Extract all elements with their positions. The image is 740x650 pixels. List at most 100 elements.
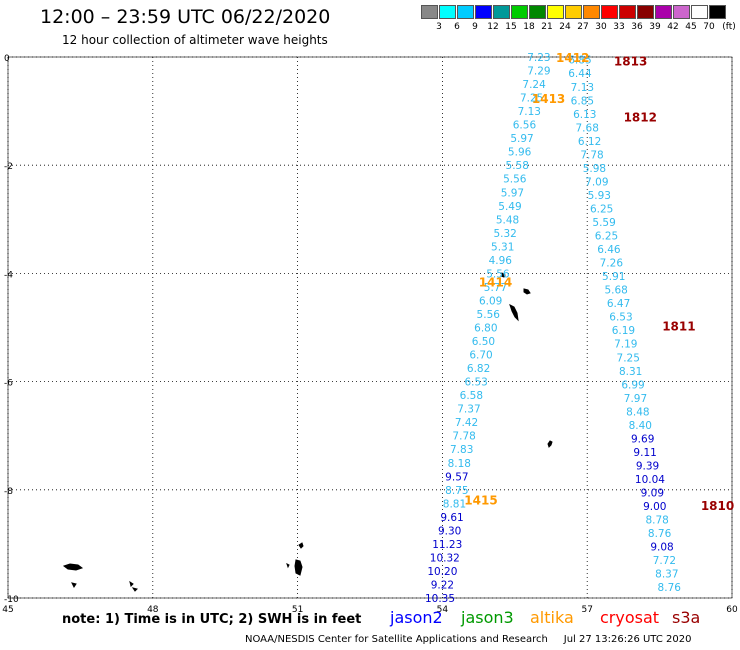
colorbar-tick: 45 bbox=[685, 22, 697, 32]
colorbar-swatch bbox=[565, 5, 582, 19]
swh-observation: 8.48 bbox=[626, 406, 649, 418]
colorbar-tick: 21 bbox=[541, 22, 553, 32]
swh-observation: 6.56 bbox=[513, 120, 537, 132]
lat-tick-label: -2 bbox=[4, 162, 13, 172]
lon-tick-label: 60 bbox=[726, 605, 738, 615]
swh-observation: 6.12 bbox=[578, 136, 601, 148]
island-outline bbox=[62, 563, 84, 571]
swh-observation: 10.20 bbox=[427, 566, 457, 578]
swh-observation: 8.76 bbox=[658, 582, 682, 594]
colorbar-swatch bbox=[529, 5, 546, 19]
swh-observation: 8.37 bbox=[655, 569, 678, 581]
swh-observation: 6.09 bbox=[479, 295, 502, 307]
swh-observation: 8.40 bbox=[629, 420, 652, 432]
swh-observation: 9.30 bbox=[438, 525, 461, 537]
swh-observation: 9.57 bbox=[445, 471, 468, 483]
swh-observation: 7.24 bbox=[522, 79, 546, 91]
swh-observation: 10.04 bbox=[635, 474, 665, 486]
island-outline bbox=[547, 440, 553, 448]
swh-observation: 5.68 bbox=[604, 285, 627, 297]
credit-line: NOAA/NESDIS Center for Satellite Applica… bbox=[245, 634, 692, 645]
swh-observation: 5.49 bbox=[498, 201, 521, 213]
map-subtitle: 12 hour collection of altimeter wave hei… bbox=[62, 33, 328, 47]
pass-label: 1811 bbox=[662, 319, 695, 333]
colorbar-tick: 30 bbox=[595, 22, 607, 32]
swh-observation: 5.97 bbox=[510, 133, 533, 145]
map-title: 12:00 – 23:59 UTC 06/22/2020 bbox=[40, 6, 331, 28]
colorbar-tick: 18 bbox=[523, 22, 535, 32]
lon-tick-label: 48 bbox=[147, 605, 159, 615]
colorbar-swatch bbox=[709, 5, 726, 19]
swh-observation: 5.56 bbox=[503, 174, 527, 186]
swh-observation: 7.19 bbox=[614, 339, 637, 351]
swh-observation: 6.13 bbox=[573, 109, 596, 121]
swh-observation: 6.58 bbox=[460, 390, 483, 402]
swh-observation: 7.78 bbox=[580, 149, 603, 161]
swh-observation: 6.85 bbox=[568, 55, 591, 67]
swh-observation: 6.19 bbox=[612, 325, 635, 337]
swh-observation: 7.23 bbox=[527, 52, 550, 64]
colorbar-swatch bbox=[439, 5, 456, 19]
colorbar-swatch bbox=[583, 5, 600, 19]
swh-observation: 9.61 bbox=[440, 512, 463, 524]
colorbar-swatch bbox=[511, 5, 528, 19]
lat-tick-label: 0 bbox=[4, 54, 10, 64]
colorbar-tick: 12 bbox=[487, 22, 499, 32]
swh-observation: 6.25 bbox=[590, 203, 613, 215]
swh-observation: 6.46 bbox=[597, 244, 621, 256]
swh-observation: 9.22 bbox=[431, 579, 454, 591]
swh-observation: 6.47 bbox=[607, 298, 630, 310]
colorbar-tick: 42 bbox=[667, 22, 679, 32]
swh-observation: 5.91 bbox=[602, 271, 625, 283]
pass-label: 1415 bbox=[464, 494, 497, 508]
swh-observation: 9.11 bbox=[633, 447, 656, 459]
swh-observation: 7.68 bbox=[576, 122, 599, 134]
swh-observation: 6.44 bbox=[568, 68, 592, 80]
island-outline bbox=[286, 563, 290, 569]
island-outline bbox=[71, 582, 77, 588]
island-outline bbox=[129, 580, 134, 587]
swh-observation: 6.25 bbox=[595, 231, 618, 243]
colorbar-tick: 24 bbox=[559, 22, 571, 32]
swh-observation: 5.32 bbox=[493, 228, 516, 240]
colorbar-swatch bbox=[619, 5, 636, 19]
swh-observation: 7.26 bbox=[600, 258, 624, 270]
swh-observation: 8.81 bbox=[443, 498, 466, 510]
swh-observation: 7.25 bbox=[617, 352, 640, 364]
swh-observation: 8.75 bbox=[445, 485, 468, 497]
satellite-legend-cryosat: cryosat bbox=[600, 608, 660, 627]
colorbar-swatch bbox=[673, 5, 690, 19]
pass-label: 1412 bbox=[556, 51, 589, 65]
swh-observation: 9.08 bbox=[650, 542, 673, 554]
colorbar-tick: 70 bbox=[703, 22, 715, 32]
pass-label: 1810 bbox=[701, 499, 734, 513]
lon-tick-label: 45 bbox=[2, 605, 13, 615]
swh-observation: 6.99 bbox=[621, 379, 644, 391]
swh-observation: 5.98 bbox=[583, 163, 606, 175]
swh-observation: 4.96 bbox=[489, 255, 513, 267]
swh-observation: 7.83 bbox=[450, 444, 473, 456]
colorbar-swatch bbox=[421, 5, 438, 19]
lon-tick-label: 54 bbox=[437, 605, 449, 615]
swh-observation: 8.78 bbox=[645, 515, 668, 527]
satellite-legend-jason3: jason3 bbox=[461, 608, 514, 627]
swh-observation: 6.85 bbox=[571, 95, 594, 107]
swh-observation: 8.31 bbox=[619, 366, 642, 378]
swh-observation: 7.13 bbox=[518, 106, 541, 118]
satellite-legend-jason2: jason2 bbox=[390, 608, 443, 627]
island-outline bbox=[523, 288, 531, 295]
swh-observation: 7.78 bbox=[452, 431, 475, 443]
satellite-legend-s3a: s3a bbox=[672, 608, 701, 627]
pass-label: 1813 bbox=[614, 54, 647, 68]
colorbar-tick: 27 bbox=[577, 22, 589, 32]
swh-observation: 9.00 bbox=[643, 501, 666, 513]
swh-observation: 9.69 bbox=[631, 433, 654, 445]
island-outline bbox=[294, 559, 303, 576]
swh-observation: 9.09 bbox=[641, 488, 664, 500]
colorbar-swatch bbox=[601, 5, 618, 19]
lon-tick-label: 57 bbox=[581, 605, 592, 615]
swh-observation: 5.93 bbox=[588, 190, 611, 202]
colorbar-swatch bbox=[457, 5, 474, 19]
swh-observation: 7.42 bbox=[455, 417, 478, 429]
